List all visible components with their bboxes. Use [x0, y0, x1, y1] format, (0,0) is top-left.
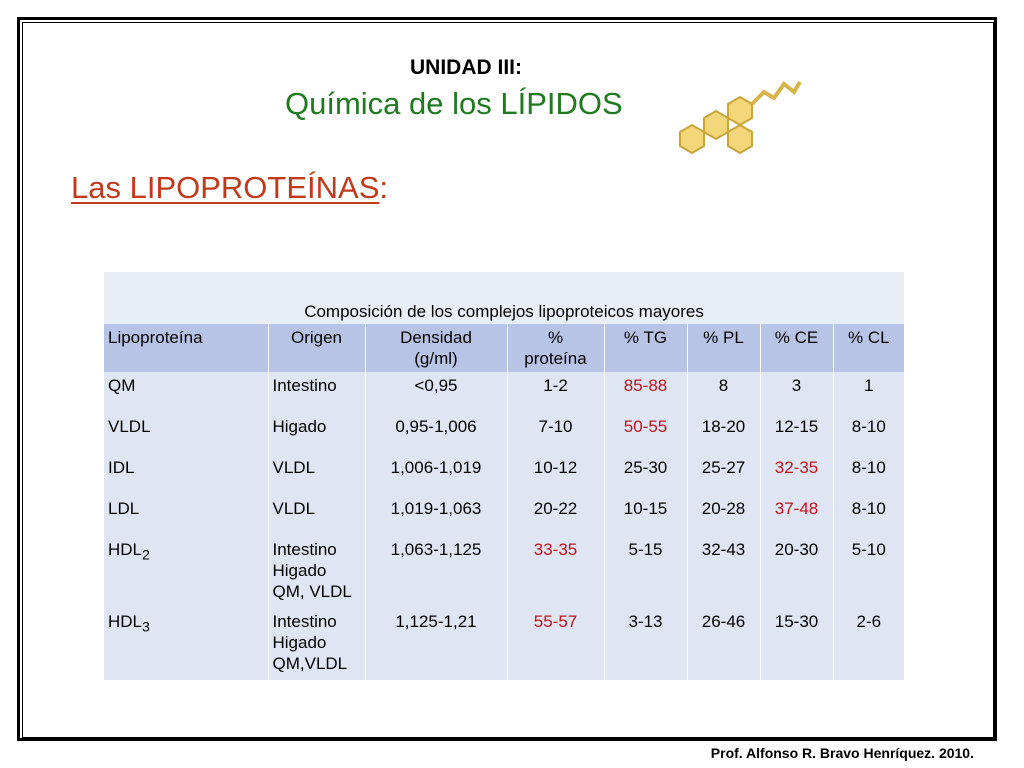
cell: 25-27: [686, 454, 760, 495]
cell-line: Densidad: [400, 328, 472, 347]
section-title: Las LIPOPROTEÍNAS:: [71, 170, 388, 206]
column-header: Origen: [267, 324, 365, 372]
cell: 2-6: [832, 608, 905, 680]
cell: 50-55: [603, 413, 687, 454]
column-header: % proteína: [506, 324, 604, 372]
table-row: HDL3 Intestino Higado QM,VLDL 1,125-1,21 55-5…: [104, 608, 905, 680]
cell: 20-30: [759, 536, 833, 608]
cell: 85-88: [603, 372, 687, 413]
cell: 33-35: [506, 536, 604, 608]
column-header: % PL: [686, 324, 760, 372]
cell-line: %: [547, 328, 564, 347]
cell: 20-22: [506, 495, 604, 536]
cell: 8-10: [832, 495, 905, 536]
cell: 5-15: [603, 536, 687, 608]
cell: 8: [686, 372, 760, 413]
table-row: IDL VLDL 1,006-1,019 10-12 25-30 25-27 32-35 8-…: [104, 454, 905, 495]
cell-text: HDL: [108, 540, 143, 559]
frame-inner: [22, 22, 994, 738]
column-header: % CL: [832, 324, 905, 372]
cell: 1-2: [506, 372, 604, 413]
cell: 32-35: [759, 454, 833, 495]
column-header: % TG: [603, 324, 687, 372]
cell-line: Intestino: [272, 612, 337, 631]
cell: 18-20: [686, 413, 760, 454]
unit: UNIDAD III:: [410, 56, 522, 79]
cell: 12-15: [759, 413, 833, 454]
cell: 1,125-1,21: [364, 608, 507, 680]
table-row: LDL VLDL 1,019-1,063 20-22 10-15 20-28 37-48 8-…: [104, 495, 905, 536]
cell: 0,95-1,006: [364, 413, 507, 454]
cell: 26-46: [686, 608, 760, 680]
cell: 1,019-1,063: [364, 495, 507, 536]
cell: 15-30: [759, 608, 833, 680]
cell: 1: [832, 372, 905, 413]
table-row: VLDL Higado 0,95-1,006 7-10 50-55 18-20 12-15 8…: [104, 413, 905, 454]
cell: 8-10: [832, 454, 905, 495]
cell: Intestino Higado QM, VLDL: [267, 536, 365, 608]
column-header: Densidad (g/ml): [364, 324, 507, 372]
cell-line: (g/ml): [414, 349, 458, 368]
header-row: Lipoproteína Origen Densidad (g/ml)% proteín…: [104, 324, 905, 372]
title: Química de los LÍPIDOS: [285, 86, 623, 121]
cell: 3-13: [603, 608, 687, 680]
section-colon: :: [379, 170, 389, 205]
cell: 8-10: [832, 413, 905, 454]
cell: 25-30: [603, 454, 687, 495]
cell-line: proteína: [524, 349, 587, 368]
cell: IDL: [104, 454, 268, 495]
cell: Intestino Higado QM,VLDL: [267, 608, 365, 680]
cell: 32-43: [686, 536, 760, 608]
cell-sub: 2: [142, 547, 150, 564]
cell: 37-48: [759, 495, 833, 536]
cell: HDL3: [104, 608, 268, 680]
cell-sub: 3: [142, 619, 150, 636]
cell: LDL: [104, 495, 268, 536]
frame: [17, 17, 997, 741]
cell-line: QM,VLDL: [272, 654, 348, 673]
molecule-icon: [679, 80, 802, 155]
caption: Composición de los complejos lipoproteic…: [104, 272, 905, 324]
cell: 5-10: [832, 536, 905, 608]
table: Composición de los complejos lipoproteic…: [104, 272, 905, 680]
cell: VLDL: [267, 454, 365, 495]
caption-row: Composición de los complejos lipoproteic…: [104, 272, 905, 324]
table-row: HDL2 Intestino Higado QM, VLDL 1,063-1,125 33…: [104, 536, 905, 608]
cell: VLDL: [267, 495, 365, 536]
cell: <0,95: [364, 372, 507, 413]
cell: 7-10: [506, 413, 604, 454]
cell-line: Intestino: [272, 540, 337, 559]
cell: 1,063-1,125: [364, 536, 507, 608]
cell-line: Higado: [272, 633, 327, 652]
cell: 10-15: [603, 495, 687, 536]
cell: VLDL: [104, 413, 268, 454]
cell-text: HDL: [108, 612, 143, 631]
cell: QM: [104, 372, 268, 413]
cell-line: QM, VLDL: [272, 582, 352, 601]
cell: 20-28: [686, 495, 760, 536]
section-title-text: Las LIPOPROTEÍNAS: [71, 170, 380, 205]
cell: HDL2: [104, 536, 268, 608]
column-header: % CE: [759, 324, 833, 372]
cell: Higado: [267, 413, 365, 454]
cell: 3: [759, 372, 833, 413]
cell: 1,006-1,019: [364, 454, 507, 495]
cell: Intestino: [267, 372, 365, 413]
cell-line: Higado: [272, 561, 327, 580]
table-row: QM Intestino <0,95 1-2 85-88 8 3 1: [104, 372, 905, 413]
cell: 55-57: [506, 608, 604, 680]
column-header: Lipoproteína: [104, 324, 268, 372]
cell: 10-12: [506, 454, 604, 495]
footer: Prof. Alfonso R. Bravo Henríquez. 2010.: [710, 745, 974, 761]
